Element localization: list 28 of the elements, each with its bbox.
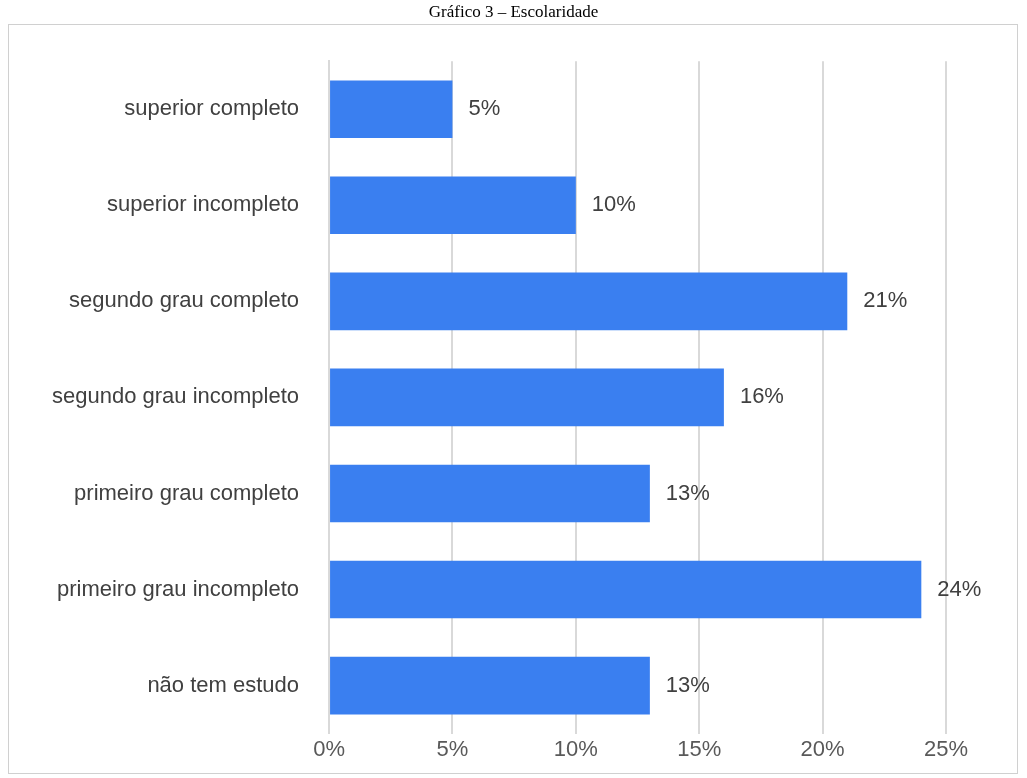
y-tick-label: segundo grau incompleto [52, 383, 300, 409]
y-tick-label: primeiro grau completo [74, 479, 300, 505]
data-label: 5% [468, 95, 501, 121]
x-tick-label: 20% [800, 735, 845, 761]
x-tick-label: 10% [553, 735, 598, 761]
y-tick-label: segundo grau completo [69, 287, 300, 313]
chart-title: Gráfico 3 – Escolaridade [427, 2, 600, 22]
x-tick-label: 5% [436, 735, 469, 761]
bar [330, 176, 576, 235]
x-tick-label: 15% [677, 735, 722, 761]
bar [330, 80, 453, 139]
bar [330, 368, 724, 427]
data-label: 24% [937, 575, 982, 601]
x-tick-label: 25% [923, 735, 969, 761]
bar [330, 656, 650, 715]
data-label: 13% [665, 671, 710, 697]
y-tick-label: superior incompleto [107, 191, 300, 217]
y-tick-label: superior completo [124, 95, 300, 121]
data-label: 16% [739, 383, 784, 409]
data-label: 21% [863, 287, 908, 313]
data-label: 13% [665, 479, 710, 505]
y-tick-label: primeiro grau incompleto [56, 575, 300, 601]
data-label: 10% [591, 191, 636, 217]
y-tick-label: não tem estudo [147, 671, 300, 697]
bar [330, 464, 650, 523]
bar [330, 272, 848, 331]
x-tick-label: 0% [313, 735, 345, 761]
bar [330, 560, 922, 619]
